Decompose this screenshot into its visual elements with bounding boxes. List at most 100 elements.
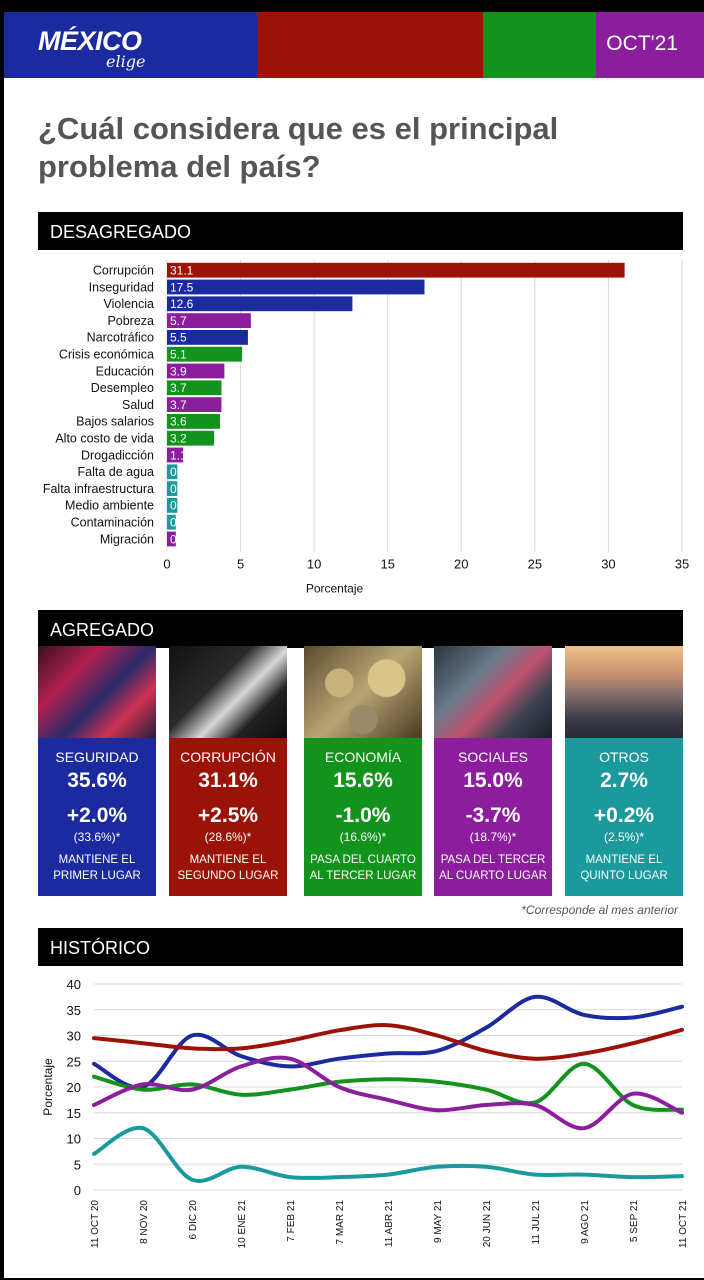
- series-line: [92, 1055, 684, 1131]
- bar-value-label: 5.5: [170, 331, 187, 345]
- card-note: MANTIENE EL QUINTO LUGAR: [565, 852, 683, 884]
- card-note-line2: QUINTO LUGAR: [580, 870, 668, 882]
- card-note: PASA DEL TERCER AL CUARTO LUGAR: [434, 852, 552, 884]
- x-tick-label: 9 MAY 21: [433, 1200, 444, 1243]
- x-tick-label: 5 SEP 21: [629, 1200, 640, 1243]
- card-note-line1: MANTIENE EL: [58, 854, 136, 866]
- bar: [167, 363, 225, 379]
- agregado-card: ECONOMÍA 15.6% -1.0% (16.6%)* PASA DEL CUART…: [304, 646, 422, 896]
- card-note-line1: MANTIENE EL: [585, 854, 663, 866]
- y-tick-label: 40: [67, 977, 81, 992]
- category-label: Drogadicción: [81, 448, 154, 462]
- card-percent: 2.7%: [600, 769, 648, 792]
- agregado-card: SEGURIDAD 35.6% +2.0% (33.6%)* MANTIENE EL PR…: [38, 646, 156, 896]
- category-label: Falta de agua: [78, 465, 154, 479]
- bar: [167, 430, 215, 446]
- bar-value-label: 1.1: [170, 448, 187, 462]
- x-tick-label: 8 NOV 20: [139, 1200, 150, 1244]
- agregado-card-body: OTROS 2.7% +0.2% (2.5%)* MANTIENE EL QUINTO L…: [565, 738, 683, 896]
- bar-value-label: 0.6: [170, 516, 187, 530]
- logo-sub: elige: [106, 52, 146, 71]
- page-title: ¿Cuál considera que es el principal prob…: [38, 111, 559, 184]
- card-note-line2: PRIMER LUGAR: [53, 870, 141, 882]
- x-tick-label: 9 AGO 21: [580, 1200, 591, 1244]
- category-label: Contaminación: [71, 516, 154, 530]
- category-label: Crisis económica: [59, 348, 154, 362]
- card-previous: (28.6%)*: [204, 830, 252, 844]
- bar: [167, 313, 251, 328]
- bar-value-label: 3.2: [170, 432, 187, 446]
- x-tick-label: 11 JUL 21: [531, 1200, 542, 1245]
- bar: [167, 296, 353, 312]
- card-change: -3.7%: [465, 804, 521, 827]
- category-label: Salud: [122, 398, 154, 412]
- category-label: Medio ambiente: [65, 499, 154, 513]
- card-note-line1: MANTIENE EL: [189, 854, 267, 866]
- card-change: +0.2%: [593, 804, 655, 827]
- card-percent: 15.0%: [463, 769, 523, 792]
- bar: [167, 380, 222, 396]
- x-tick-label: 15: [380, 557, 394, 572]
- y-tick-label: 0: [74, 1183, 81, 1198]
- section-agregado: AGREGADO: [38, 610, 683, 648]
- category-label: Inseguridad: [89, 280, 154, 294]
- agregado-card: CORRUPCIÓN 31.1% +2.5% (28.6%)* MANTIENE EL S…: [169, 646, 287, 896]
- bar-value-label: 3.9: [170, 364, 187, 378]
- x-tick-label: 35: [675, 557, 689, 572]
- bar-value-label: 0.7: [170, 499, 187, 513]
- x-tick-label: 7 MAR 21: [335, 1200, 346, 1245]
- x-tick-label: 11 OCT 20: [90, 1200, 101, 1248]
- bar: [167, 464, 178, 480]
- category-label: Educación: [96, 364, 154, 378]
- footnote: *Corresponde al mes anterior: [521, 903, 678, 917]
- series-line: [92, 1125, 684, 1183]
- card-previous: (18.7%)*: [469, 830, 517, 844]
- y-tick-label: 20: [67, 1080, 81, 1095]
- x-tick-label: 30: [601, 557, 615, 572]
- y-axis-label: Porcentaje: [41, 1058, 55, 1116]
- header-red-segment: [257, 12, 483, 78]
- bar-value-label: 3.7: [170, 398, 187, 412]
- series-line: [92, 1023, 684, 1061]
- bar-value-label: 5.1: [170, 348, 187, 362]
- x-tick-label: 11 ABR 21: [384, 1200, 395, 1248]
- card-category: ECONOMÍA: [324, 749, 402, 765]
- card-note-line2: AL TERCER LUGAR: [309, 870, 417, 882]
- card-percent: 31.1%: [198, 769, 258, 792]
- card-category: CORRUPCIÓN: [180, 749, 276, 765]
- agregado-card: SOCIALES 15.0% -3.7% (18.7%)* PASA DEL TERCE…: [434, 646, 552, 896]
- agregado-card: OTROS 2.7% +0.2% (2.5%)* MANTIENE EL QUINTO L…: [565, 646, 683, 896]
- x-tick-label: 20: [454, 557, 468, 572]
- category-label: Narcotráfico: [87, 331, 154, 345]
- card-category: SOCIALES: [457, 749, 529, 765]
- category-label: Corrupción: [93, 264, 154, 278]
- x-tick-label: 7 FEB 21: [286, 1200, 297, 1242]
- card-note: MANTIENE EL SEGUNDO LUGAR: [169, 852, 287, 884]
- bribe-photo: [169, 646, 287, 738]
- x-tick-label: 20 JUN 21: [482, 1200, 493, 1248]
- infographic: MÉXICO elige OCT'21 ¿Cuál considera que …: [4, 12, 704, 1278]
- section-historico: HISTÓRICO: [38, 928, 683, 966]
- people-photo: [434, 646, 552, 738]
- bar: [167, 514, 176, 530]
- y-tick-label: 30: [67, 1029, 81, 1044]
- agregado-card-body: SEGURIDAD 35.6% +2.0% (33.6%)* MANTIENE EL PR…: [38, 738, 156, 896]
- bar: [167, 397, 222, 412]
- card-note-line1: PASA DEL TERCER: [440, 854, 546, 866]
- logo-main: MÉXICO: [38, 26, 142, 56]
- x-tick-label: 10 ENE 21: [237, 1200, 248, 1249]
- bar: [167, 414, 220, 429]
- card-category: OTROS: [599, 749, 649, 765]
- bar-value-label: 17.5: [170, 280, 194, 294]
- y-tick-label: 35: [67, 1003, 81, 1018]
- bar: [167, 447, 184, 463]
- bar: [167, 531, 176, 547]
- bar: [167, 346, 243, 362]
- category-label: Alto costo de vida: [55, 432, 154, 446]
- y-tick-label: 5: [74, 1157, 81, 1172]
- bar-value-label: 0.6: [170, 532, 187, 546]
- series-line: [92, 994, 684, 1090]
- header-purple-segment: [596, 12, 704, 78]
- y-tick-label: 10: [67, 1132, 81, 1147]
- category-label: Violencia: [103, 297, 154, 311]
